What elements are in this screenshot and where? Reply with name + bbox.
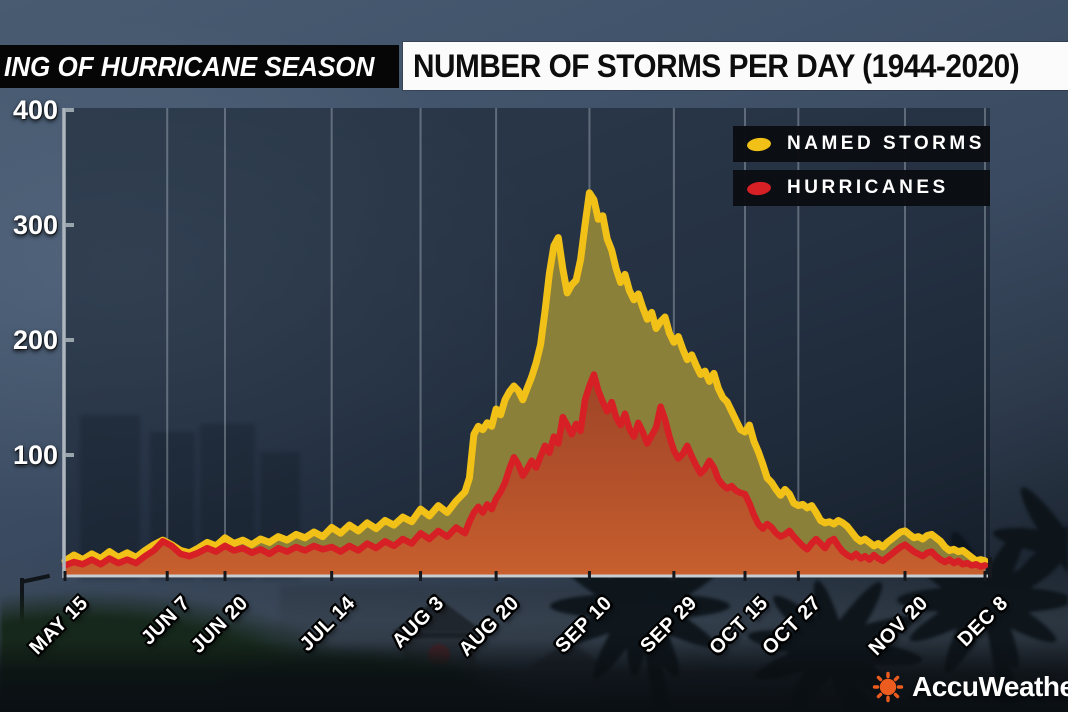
page-title: NUMBER OF STORMS PER DAY (1944-2020) [413, 47, 1020, 84]
y-axis-label: 100 [12, 440, 58, 470]
y-axis-label: 200 [12, 325, 58, 355]
title-bar-right: NUMBER OF STORMS PER DAY (1944-2020) [403, 42, 1068, 90]
named-storms-marker-icon [746, 136, 772, 152]
y-axis-label: 400 [12, 95, 58, 125]
accuweather-logo: AccuWeather [872, 671, 1068, 703]
hurricanes-marker-icon [746, 180, 772, 196]
background-dark-band [0, 640, 1068, 712]
legend-item-hurricanes: HURRICANES [733, 170, 990, 206]
title-bar-left: ING OF HURRICANE SEASON [0, 45, 399, 88]
legend-item-named-storms: NAMED STORMS [733, 126, 990, 162]
hurricanes-line [61, 371, 989, 570]
named-storms-area [65, 192, 985, 576]
named-storms-line [61, 189, 989, 565]
y-axis-label: 300 [12, 210, 58, 240]
left-title: ING OF HURRICANE SEASON [4, 50, 375, 82]
brand-name: AccuWeather [912, 671, 1068, 702]
sun-icon [872, 671, 904, 703]
legend-label: HURRICANES [787, 177, 949, 198]
legend-label: NAMED STORMS [787, 133, 985, 154]
